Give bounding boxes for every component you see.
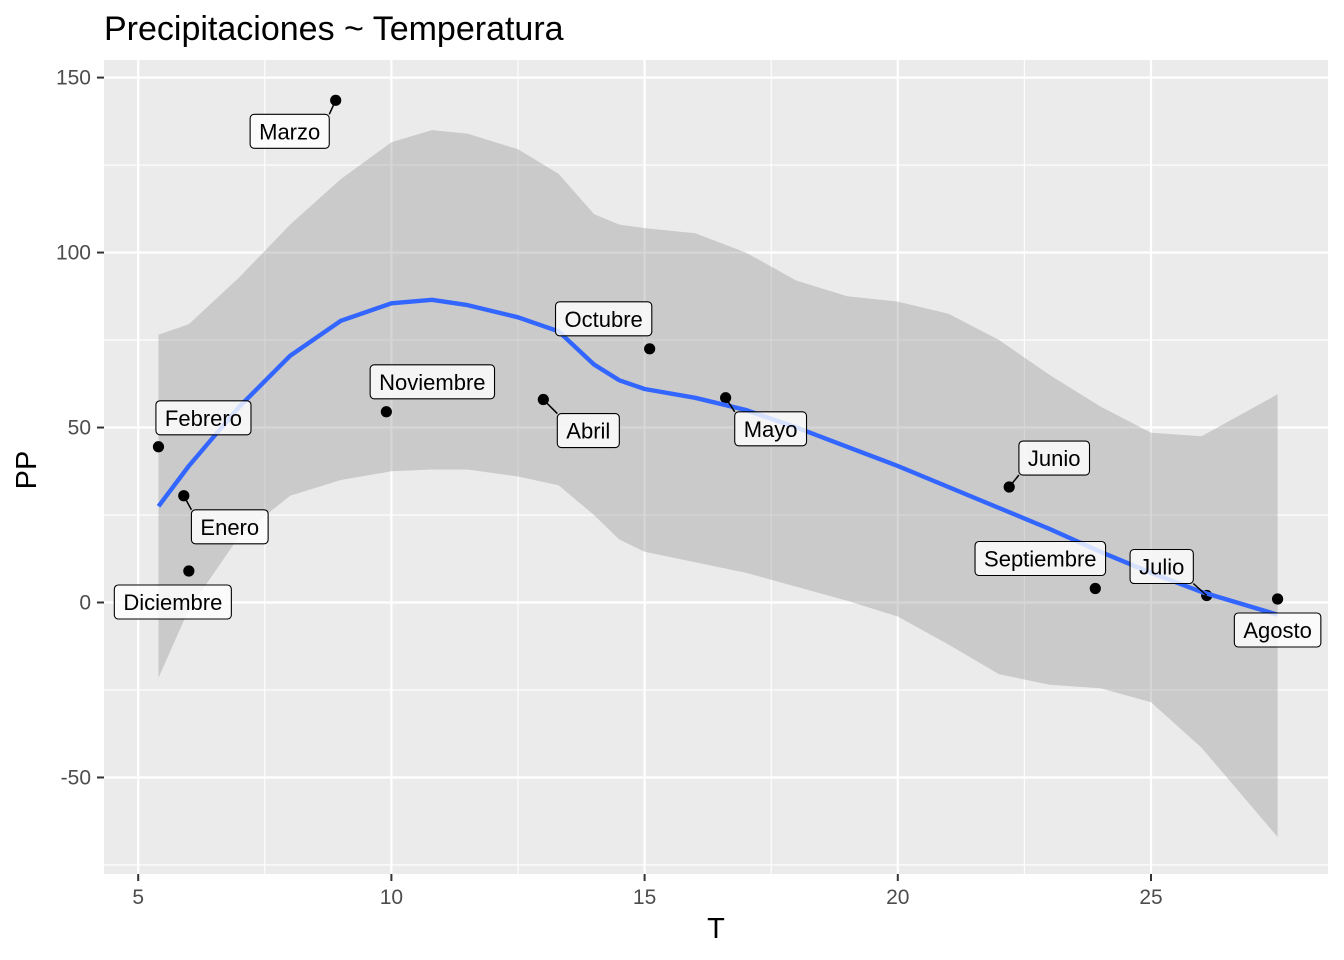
point-label-text: Septiembre xyxy=(984,547,1097,572)
point-label-text: Julio xyxy=(1139,555,1184,580)
point-label-noviembre: Noviembre xyxy=(369,364,496,400)
x-axis-label: T xyxy=(707,913,725,945)
point-labels: Enero Febrero Marzo Abril Mayo Junio Julio Agos… xyxy=(113,100,1322,648)
point-label-box xyxy=(1129,548,1194,585)
point-label-text: Noviembre xyxy=(379,370,485,395)
x-tick-label: 5 xyxy=(132,886,144,909)
point-label-segment xyxy=(724,397,736,413)
point-label-box xyxy=(155,400,252,436)
x-tick-label: 10 xyxy=(380,886,403,909)
point-label-agosto: Agosto xyxy=(1233,612,1322,648)
data-point-septiembre xyxy=(1089,582,1101,595)
y-tick-label: 100 xyxy=(56,242,91,265)
point-label-text: Febrero xyxy=(165,406,242,431)
point-label-junio: Junio xyxy=(1008,440,1091,488)
chart-title: Precipitaciones ~ Temperatura xyxy=(104,10,564,48)
point-label-text: Mayo xyxy=(744,417,798,442)
point-label-octubre: Octubre xyxy=(554,301,653,337)
y-tick-label: 150 xyxy=(56,67,91,90)
point-label-text: Enero xyxy=(200,515,259,540)
point-label-box xyxy=(249,113,330,149)
point-label-text: Diciembre xyxy=(123,590,222,615)
point-label-text: Marzo xyxy=(259,119,320,144)
point-label-abril: Abril xyxy=(542,399,620,449)
gridlines xyxy=(104,60,1328,874)
point-label-febrero: Febrero xyxy=(155,400,252,436)
point-label-text: Abril xyxy=(566,419,610,444)
point-label-segment xyxy=(1192,582,1208,597)
point-label-septiembre: Septiembre xyxy=(974,540,1107,577)
data-point-octubre xyxy=(644,343,656,355)
y-tick-label: 0 xyxy=(79,592,91,615)
confidence-ribbon xyxy=(158,130,1278,838)
y-axis-label: PP xyxy=(11,451,43,490)
point-label-segment xyxy=(183,495,193,511)
x-tick-label: 25 xyxy=(1139,886,1162,909)
plot-panel xyxy=(104,60,1328,874)
data-point-febrero xyxy=(152,441,165,453)
point-label-box xyxy=(1233,612,1322,648)
data-point-noviembre xyxy=(380,406,392,418)
point-label-segment xyxy=(1008,474,1020,488)
point-label-mayo: Mayo xyxy=(724,397,808,447)
point-label-enero: Enero xyxy=(183,495,269,545)
point-label-box xyxy=(190,509,269,545)
point-label-text: Junio xyxy=(1028,446,1081,471)
point-label-box xyxy=(974,540,1107,577)
point-label-segment xyxy=(328,100,337,115)
point-label-marzo: Marzo xyxy=(249,100,337,149)
y-tick-label: 50 xyxy=(68,417,91,440)
point-label-box xyxy=(734,411,808,447)
point-label-segment xyxy=(542,399,558,415)
point-label-julio: Julio xyxy=(1129,548,1208,597)
data-point-diciembre xyxy=(183,565,195,577)
y-tick-label: -50 xyxy=(61,766,91,789)
point-label-text: Octubre xyxy=(565,307,643,332)
axes: 5 10 15 20 25 -50 0 50 100 150 xyxy=(56,67,1163,909)
x-tick-label: 15 xyxy=(633,886,656,909)
point-label-box xyxy=(369,364,496,400)
point-label-text: Agosto xyxy=(1243,618,1312,643)
point-label-box xyxy=(554,301,653,337)
data-point-agosto xyxy=(1272,593,1284,605)
point-label-diciembre: Diciembre xyxy=(113,584,232,620)
point-label-box xyxy=(556,412,620,449)
smooth-line xyxy=(156,297,1279,617)
x-tick-label: 20 xyxy=(886,886,909,909)
point-label-box xyxy=(1018,440,1091,476)
point-label-box xyxy=(113,584,232,620)
